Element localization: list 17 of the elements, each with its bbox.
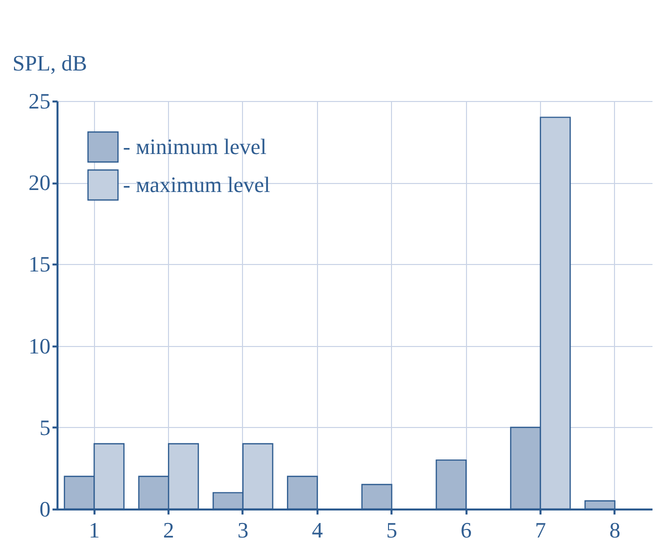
y-tick-label: 0: [40, 496, 50, 522]
y-axis-title: SPL, dB: [12, 50, 88, 76]
x-tick-label: 2: [163, 518, 174, 542]
x-tick-label: 1: [88, 518, 100, 542]
x-tick-label: 6: [460, 518, 472, 542]
y-tick-label: 10: [28, 333, 50, 358]
y-tick-label: 5: [40, 414, 50, 440]
x-tick-label: 3: [237, 518, 248, 542]
legend-label: - мinimum level: [123, 134, 266, 159]
x-tick-label: 4: [312, 518, 323, 542]
y-tick-label: 25: [28, 88, 50, 114]
legend-label: - мaximum level: [123, 172, 270, 197]
x-tick-label: 7: [534, 518, 546, 542]
y-tick-label: 20: [28, 170, 50, 196]
x-tick-label: 5: [386, 518, 398, 542]
x-tick-label: 8: [609, 518, 620, 542]
y-tick-label: 15: [28, 252, 50, 277]
